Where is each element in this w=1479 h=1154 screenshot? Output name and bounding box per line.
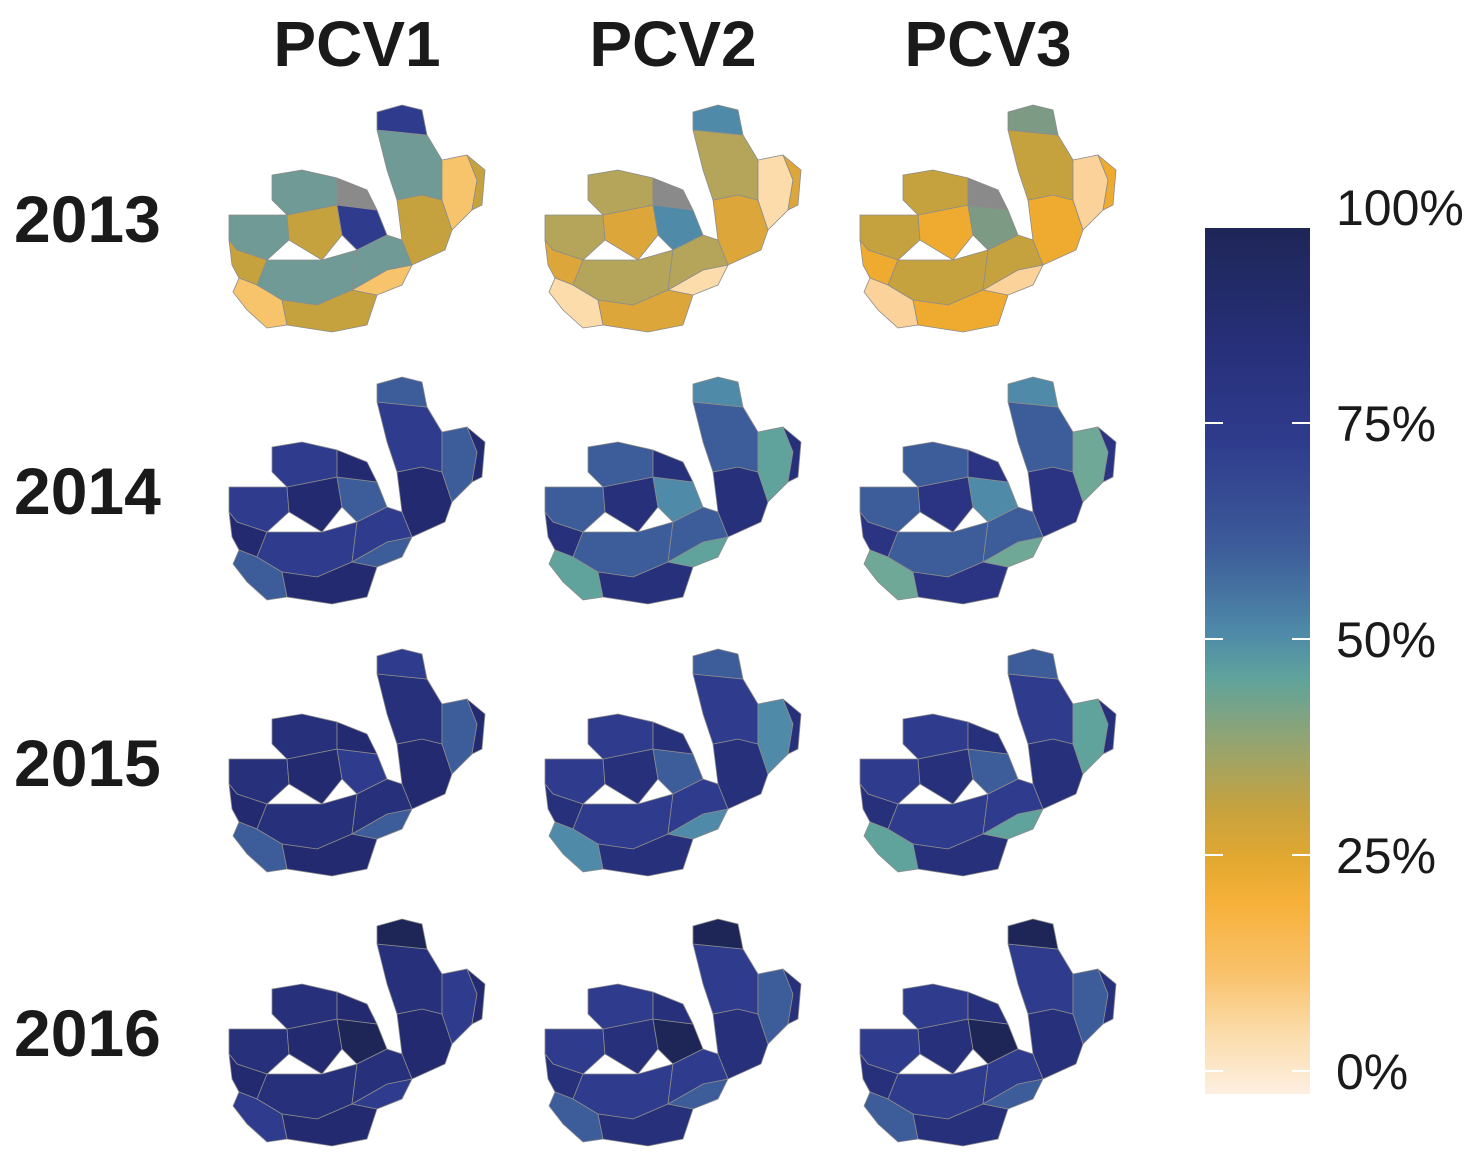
- legend-color-bar: [1205, 228, 1310, 1094]
- district-ne-mid: [1007, 129, 1074, 201]
- district-ne-top: [376, 648, 428, 680]
- map-pcv2-2014: [543, 372, 803, 612]
- district-ne-far: [782, 154, 802, 211]
- district-pedicle: [967, 177, 1009, 211]
- district-ne-far: [466, 698, 486, 755]
- district-ne-far: [1097, 154, 1117, 211]
- district-ne-far: [466, 426, 486, 483]
- district-ne-far: [782, 968, 802, 1025]
- map-pcv3-2016: [858, 914, 1118, 1154]
- color-legend: [1205, 228, 1310, 1094]
- district-ne-mid: [692, 943, 759, 1015]
- district-pedicle: [336, 721, 378, 755]
- district-ne-top: [1007, 104, 1059, 136]
- legend-label-50: 50%: [1336, 612, 1437, 668]
- map-pcv2-2013: [543, 100, 803, 340]
- district-ne-top: [1007, 918, 1059, 950]
- district-pedicle: [336, 991, 378, 1025]
- map-svg: [859, 376, 1117, 605]
- district-ne-far: [782, 698, 802, 755]
- map-pcv1-2014: [227, 372, 487, 612]
- row-header-2013: 2013: [14, 182, 161, 256]
- district-ne-mid: [376, 129, 443, 201]
- district-ne-top: [692, 104, 744, 136]
- map-svg: [544, 104, 802, 333]
- legend-label-75: 75%: [1336, 396, 1437, 452]
- district-ne-far: [1097, 698, 1117, 755]
- district-ne-far: [1097, 426, 1117, 483]
- map-svg: [859, 104, 1117, 333]
- district-pedicle: [652, 449, 694, 483]
- district-ne-top: [376, 376, 428, 408]
- map-svg: [859, 918, 1117, 1147]
- district-ne-far: [466, 154, 486, 211]
- column-header-pcv1: PCV1: [273, 8, 441, 80]
- district-pedicle: [652, 991, 694, 1025]
- row-header-2015: 2015: [14, 726, 161, 800]
- map-pcv3-2014: [858, 372, 1118, 612]
- map-pcv1-2013: [227, 100, 487, 340]
- district-ne-top: [1007, 376, 1059, 408]
- district-ne-mid: [1007, 401, 1074, 473]
- map-svg: [859, 648, 1117, 877]
- district-ne-mid: [692, 401, 759, 473]
- legend-tick-75: [1292, 422, 1310, 424]
- legend-tick-0: [1205, 1070, 1223, 1072]
- district-ne-mid: [692, 673, 759, 745]
- legend-tick-0: [1292, 1070, 1310, 1072]
- district-pedicle: [652, 177, 694, 211]
- district-pedicle: [967, 721, 1009, 755]
- district-ne-far: [466, 968, 486, 1025]
- map-pcv1-2015: [227, 644, 487, 884]
- legend-tick-75: [1205, 422, 1223, 424]
- district-ne-top: [376, 918, 428, 950]
- district-ne-top: [692, 648, 744, 680]
- legend-label-0: 0%: [1336, 1044, 1409, 1100]
- district-ne-top: [376, 104, 428, 136]
- district-ne-mid: [376, 673, 443, 745]
- district-ne-top: [692, 376, 744, 408]
- map-pcv3-2015: [858, 644, 1118, 884]
- map-svg: [228, 648, 486, 877]
- map-svg: [228, 918, 486, 1147]
- district-pedicle: [967, 449, 1009, 483]
- map-svg: [228, 104, 486, 333]
- district-ne-mid: [1007, 943, 1074, 1015]
- district-ne-top: [692, 918, 744, 950]
- map-svg: [544, 648, 802, 877]
- district-pedicle: [967, 991, 1009, 1025]
- district-pedicle: [336, 177, 378, 211]
- district-ne-top: [1007, 648, 1059, 680]
- column-header-pcv3: PCV3: [904, 8, 1072, 80]
- map-pcv2-2015: [543, 644, 803, 884]
- legend-tick-25: [1292, 854, 1310, 856]
- district-ne-far: [782, 426, 802, 483]
- row-header-2016: 2016: [14, 996, 161, 1070]
- column-header-pcv2: PCV2: [589, 8, 757, 80]
- district-ne-mid: [1007, 673, 1074, 745]
- legend-label-25: 25%: [1336, 828, 1437, 884]
- map-pcv2-2016: [543, 914, 803, 1154]
- district-pedicle: [336, 449, 378, 483]
- legend-label-100: 100%: [1336, 180, 1464, 236]
- district-ne-mid: [692, 129, 759, 201]
- map-svg: [228, 376, 486, 605]
- row-header-2014: 2014: [14, 454, 161, 528]
- legend-tick-25: [1205, 854, 1223, 856]
- map-pcv3-2013: [858, 100, 1118, 340]
- legend-tick-50: [1292, 638, 1310, 640]
- map-svg: [544, 376, 802, 605]
- map-svg: [544, 918, 802, 1147]
- district-ne-mid: [376, 943, 443, 1015]
- district-ne-far: [1097, 968, 1117, 1025]
- district-pedicle: [652, 721, 694, 755]
- legend-tick-50: [1205, 638, 1223, 640]
- map-pcv1-2016: [227, 914, 487, 1154]
- district-ne-mid: [376, 401, 443, 473]
